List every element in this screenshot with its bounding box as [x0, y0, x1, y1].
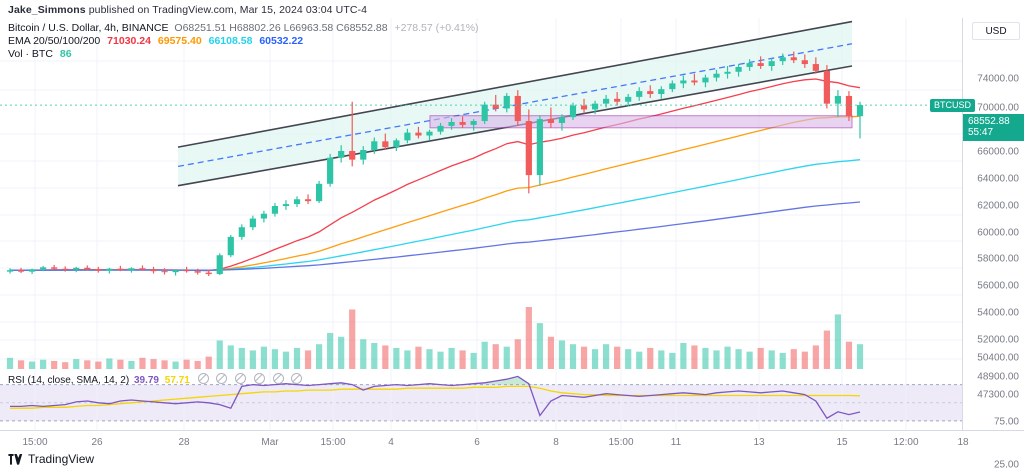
price-tick-label: 64000.00 [977, 173, 1019, 185]
legend-ema50-value: 69575.40 [157, 35, 202, 47]
time-tick-label: 4 [388, 437, 394, 448]
time-tick-label: 15:00 [608, 437, 634, 448]
tradingview-logo-icon [8, 453, 23, 465]
price-tick-label: 47300.00 [977, 389, 1019, 401]
legend-change: +278.57 (+0.41%) [394, 22, 479, 34]
current-price-value: 68552.88 [968, 116, 1010, 127]
legend-ema200-value: 60532.22 [259, 35, 304, 47]
legend-low: L66963.58 [283, 22, 334, 34]
publisher-name: Jake_Simmons [8, 4, 86, 16]
legend-open: O68251.51 [174, 22, 227, 34]
price-tick-label: 58000.00 [977, 253, 1019, 265]
legend-ohlc: O68251.51 H68802.26 L66963.58 C68552.88 [174, 22, 390, 34]
main-price-pane[interactable]: Bitcoin / U.S. Dollar, 4h, BINANCE O6825… [0, 18, 976, 371]
rsi-legend-label[interactable]: RSI (14, close, SMA, 14, 2) [8, 375, 130, 386]
current-price-badge[interactable]: 68552.88 55:47 [963, 114, 1024, 141]
legend-ema-row: EMA 20/50/100/200 71030.24 69575.40 6610… [8, 35, 479, 48]
legend-volume-label[interactable]: Vol · BTC [8, 48, 53, 60]
time-tick-label: Mar [261, 437, 279, 448]
current-price-countdown: 55:47 [968, 127, 994, 138]
rsi-value: 39.79 [133, 375, 159, 386]
rsi-sma-value: 57.71 [164, 375, 190, 386]
price-tick-label: 54000.00 [977, 307, 1019, 319]
time-tick-label: 26 [91, 437, 103, 448]
legend-ema-label[interactable]: EMA 20/50/100/200 [8, 35, 101, 47]
price-tick-label: 74000.00 [977, 73, 1019, 85]
time-tick-label: 13 [753, 437, 765, 448]
time-tick-label: 15:00 [22, 437, 48, 448]
price-axis-currency: USD [972, 22, 1020, 40]
rsi-legend: RSI (14, close, SMA, 14, 2) 39.79 57.71 [8, 373, 303, 386]
legend-volume-row: Vol · BTC 86 [8, 48, 479, 61]
time-tick-label: 15 [836, 437, 848, 448]
time-tick-label: 18 [957, 437, 969, 448]
rsi-chart-canvas[interactable] [0, 371, 962, 430]
legend-high: H68802.26 [229, 22, 281, 34]
price-chart-canvas[interactable] [0, 18, 962, 371]
price-tick-label: 75.00 [993, 416, 1019, 428]
no-entry-icon[interactable] [253, 373, 265, 384]
legend-volume-value: 86 [59, 48, 72, 60]
time-tick-label: 28 [178, 437, 190, 448]
time-tick-label: 11 [670, 437, 682, 448]
no-entry-icon[interactable] [291, 373, 303, 384]
price-tick-label: 56000.00 [977, 280, 1019, 292]
legend-symbol[interactable]: Bitcoin / U.S. Dollar, 4h, BINANCE [8, 22, 169, 34]
price-tick-label: 48900.00 [977, 371, 1019, 383]
legend-ema100-value: 66108.58 [208, 35, 253, 47]
price-tick-label: 52000.00 [977, 334, 1019, 346]
publisher-suffix: published on TradingView.com, Mar 15, 20… [85, 4, 368, 16]
price-tick-label: 25.00 [993, 459, 1019, 471]
current-symbol-badge-label: BTCUSD [934, 100, 972, 111]
price-tick-label: 60000.00 [977, 227, 1019, 239]
time-tick-label: 12:00 [893, 437, 919, 448]
price-tick-label: 62000.00 [977, 200, 1019, 212]
current-symbol-badge[interactable]: BTCUSD [930, 98, 976, 112]
chart-legend: Bitcoin / U.S. Dollar, 4h, BINANCE O6825… [8, 22, 479, 61]
time-axis[interactable]: 15:00 26 28 Mar 15:00 4 6 8 15:00 11 13 15 12:00 18 [0, 430, 1024, 453]
legend-close: C68552.88 [336, 22, 388, 34]
no-entry-icon[interactable] [197, 373, 209, 384]
price-tick-label: 70000.00 [977, 102, 1019, 114]
price-axis[interactable]: USD 74000.00 70000.00 66000.00 64000.00 6200… [962, 18, 1024, 471]
no-entry-icon[interactable] [216, 373, 228, 384]
rsi-indicator-pane[interactable]: RSI (14, close, SMA, 14, 2) 39.79 57.71 [0, 371, 962, 430]
legend-symbol-row: Bitcoin / U.S. Dollar, 4h, BINANCE O6825… [8, 22, 479, 35]
price-tick-label: 66000.00 [977, 146, 1019, 158]
time-tick-label: 8 [553, 437, 559, 448]
no-entry-icon[interactable] [272, 373, 284, 384]
time-tick-label: 6 [474, 437, 480, 448]
price-tick-label: 50400.00 [977, 352, 1019, 364]
tradingview-brand[interactable]: TradingView [8, 452, 94, 466]
no-entry-icon[interactable] [235, 373, 247, 384]
legend-ema20-value: 71030.24 [107, 35, 151, 47]
tradingview-brand-label: TradingView [28, 452, 95, 466]
publisher-line: Jake_Simmons published on TradingView.co… [8, 4, 367, 16]
time-tick-label: 15:00 [320, 437, 346, 448]
